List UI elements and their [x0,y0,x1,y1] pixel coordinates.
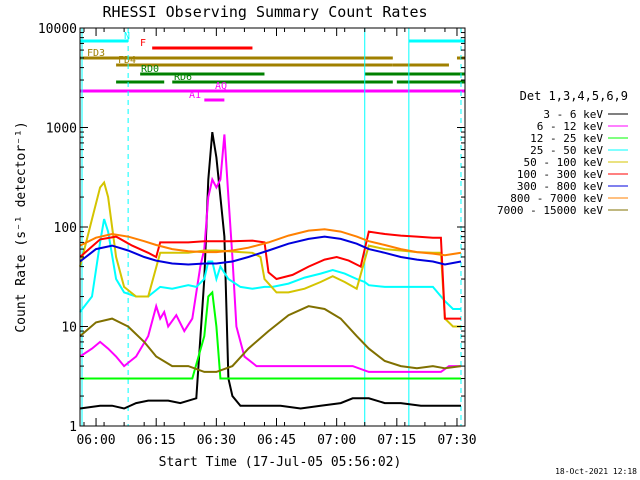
axes: 1 10 100 1000 10000 06:00 06:15 06:30 06:45 07:00… [38,22,477,448]
timestamp: 18-Oct-2021 12:18 [555,467,637,476]
legend-label-100-300-kev: 100 - 300 keV [517,168,603,181]
legend-label-50-100-kev: 50 - 100 keV [524,156,604,169]
y-axis-label: Count Rate (s⁻¹ detector⁻¹) [14,121,29,332]
x-tick-label: 06:00 [76,433,115,448]
x-tick-label: 07:15 [377,433,416,448]
x-tick-label: 06:30 [197,433,236,448]
legend-label-7000-15000-kev: 7000 - 15000 keV [497,204,603,217]
y-tick-label: 100 [54,221,77,236]
flag-label-a1: A1 [189,90,201,101]
x-tick-label: 06:15 [137,433,176,448]
flag-label-f: F [140,38,146,49]
y-tick-label: 1000 [46,122,77,137]
flag-label-n: N [124,31,130,42]
y-tick-label: 10 [61,321,77,336]
flag-label-aq: AQ [215,81,227,92]
y-tick-label: 1 [69,420,77,435]
series-800-7000-kev [79,228,462,257]
series-7000-15000-kev [79,305,462,373]
series-25-50-kev [79,218,461,313]
x-axis-label: Start Time (17-Jul-05 05:56:02) [159,455,402,470]
flag-bars: NF FD3 FD4 RD0 RD6 AQ A1 [80,31,465,102]
series-300-800-kev [79,235,462,266]
flag-label-rd6: RD6 [174,72,192,83]
x-tick-label: 06:45 [257,433,296,448]
legend-label-25-50-kev: 25 - 50 keV [530,144,603,157]
legend-label-3-6-kev: 3 - 6 keV [543,108,603,121]
legend-label-800-7000-kev: 800 - 7000 keV [510,192,603,205]
legend-label-12-25-kev: 12 - 25 keV [530,132,603,145]
x-tick-label: 07:30 [437,433,476,448]
y-tick-label: 10000 [38,22,77,37]
series-12-25-kev [80,290,461,380]
legend-title: Det 1,3,4,5,6,9 [520,89,628,103]
flag-label-fd4: FD4 [118,55,136,66]
series-100-300-kev [79,230,461,320]
x-tick-label: 07:00 [317,433,356,448]
flag-label-fd3: FD3 [87,48,105,59]
legend-label-6-12-kev: 6 - 12 keV [537,120,604,133]
series-group [79,131,462,410]
flag-label-rd0: RD0 [141,64,159,75]
chart-title: RHESSI Observing Summary Count Rates [102,3,427,21]
series-6-12-kev [79,134,461,373]
legend-label-300-800-kev: 300 - 800 keV [517,180,603,193]
